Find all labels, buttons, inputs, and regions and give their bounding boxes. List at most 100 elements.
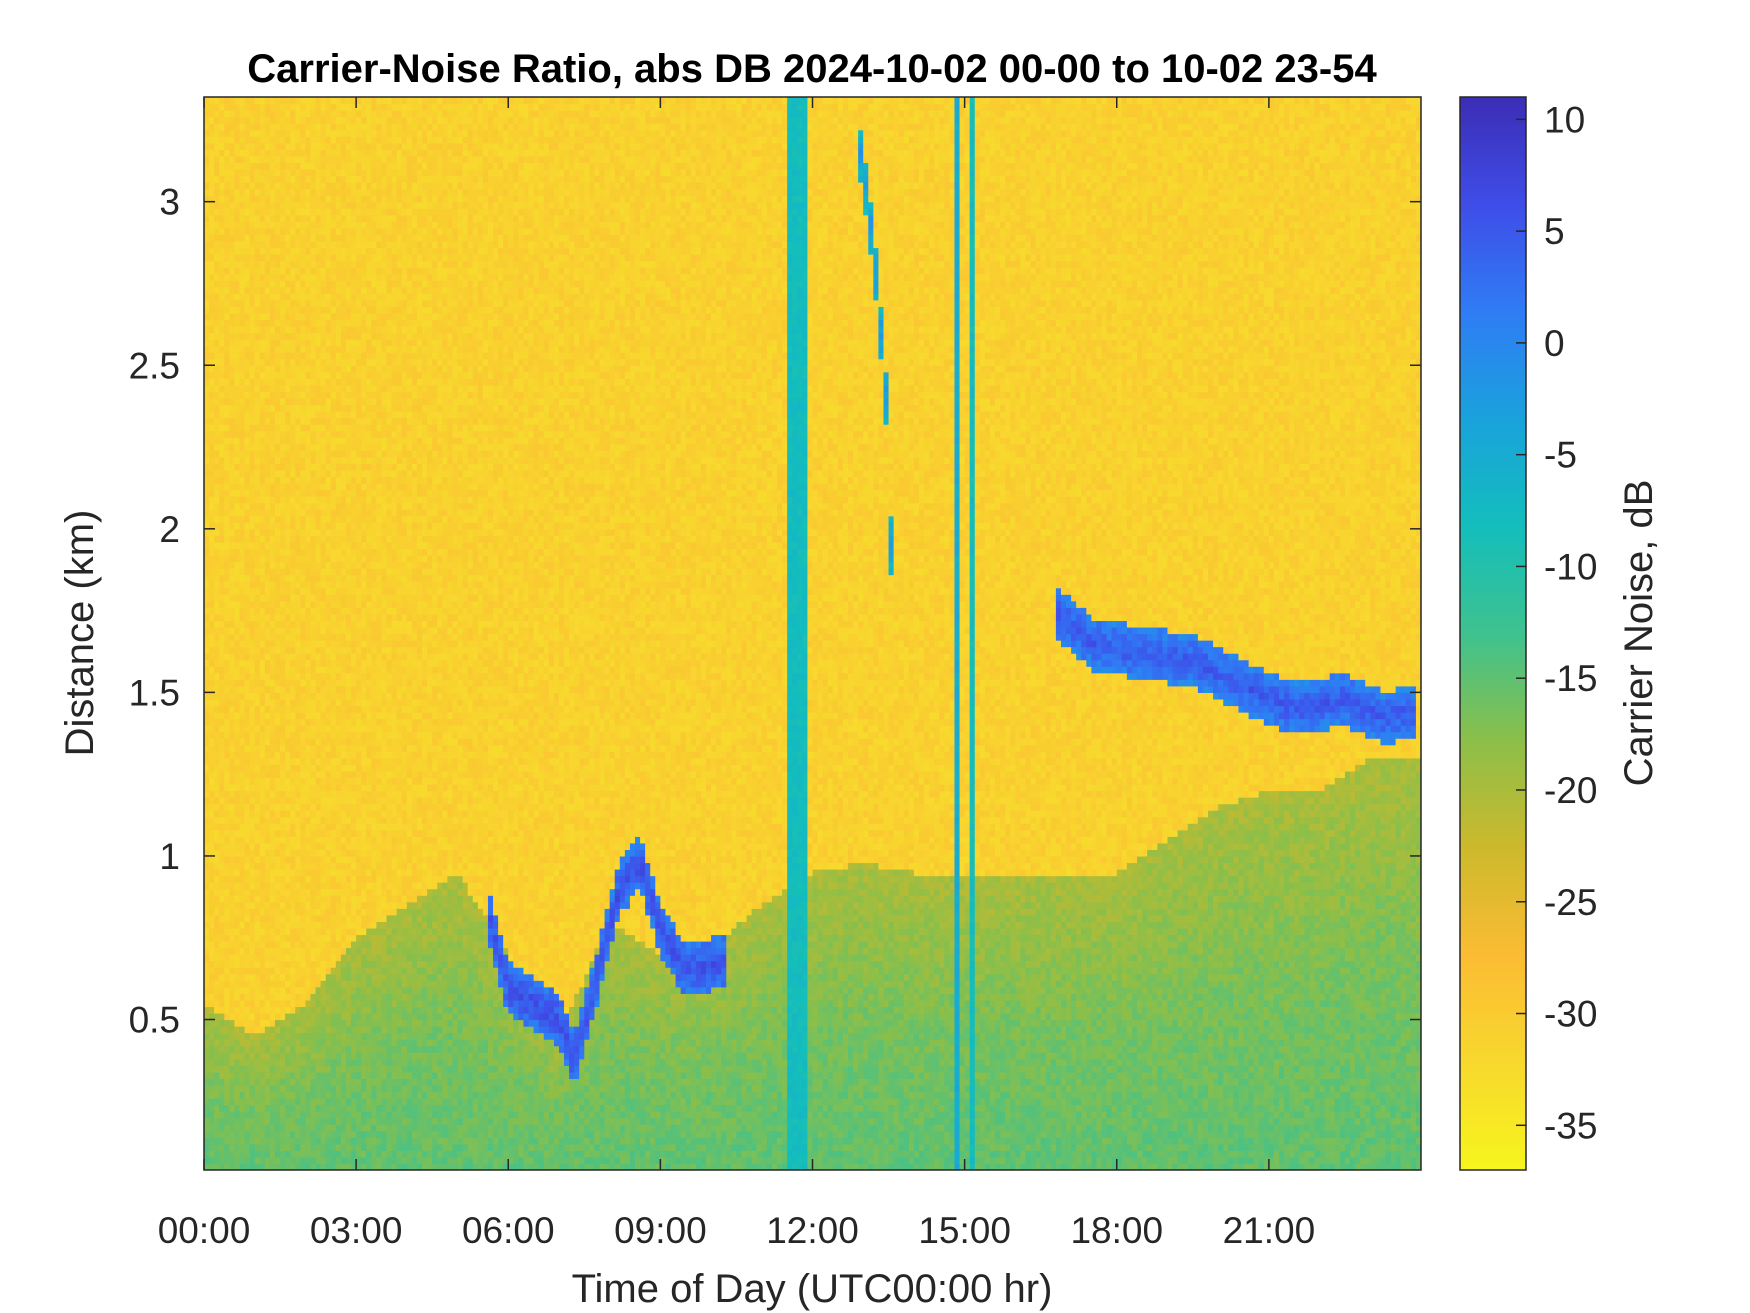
heatmap-cell [209,817,215,824]
heatmap-cell [336,1000,342,1007]
heatmap-cell [255,1013,261,1020]
heatmap-cell [224,280,230,287]
heatmap-cell [290,1078,296,1085]
heatmap-cell [224,136,230,143]
heatmap-cell [280,215,286,222]
heatmap-cell [316,967,322,974]
heatmap-cell [219,660,225,667]
heatmap-cell [300,954,306,961]
heatmap-cell [260,758,266,765]
heatmap-cell [224,254,230,261]
heatmap-cell [204,149,210,156]
heatmap-cell [321,418,327,425]
heatmap-cell [310,405,316,412]
heatmap-cell [331,247,337,254]
heatmap-cell [321,1039,327,1046]
heatmap-cell [326,581,332,588]
heatmap-cell [305,934,311,941]
heatmap-cell [290,751,296,758]
heatmap-cell [270,1118,276,1125]
heatmap-cell [224,418,230,425]
heatmap-cell [240,686,246,693]
heatmap-cell [250,640,256,647]
heatmap-cell [285,110,291,117]
heatmap-cell [275,1046,281,1053]
heatmap-cell [204,791,210,798]
heatmap-cell [341,640,347,647]
heatmap-cell [260,189,266,196]
heatmap-cell [250,862,256,869]
heatmap-cell [295,470,301,477]
heatmap-cell [310,215,316,222]
heatmap-cell [255,189,261,196]
heatmap-cell [321,300,327,307]
heatmap-cell [255,810,261,817]
heatmap-cell [295,483,301,490]
heatmap-cell [224,967,230,974]
heatmap-cell [346,476,352,483]
heatmap-cell [310,1020,316,1027]
heatmap-cell [245,771,251,778]
heatmap-cell [270,869,276,876]
heatmap-cell [204,1039,210,1046]
heatmap-cell [204,948,210,955]
heatmap-cell [300,640,306,647]
heatmap-cell [265,817,271,824]
heatmap-cell [214,405,220,412]
heatmap-cell [219,980,225,987]
heatmap-cell [209,777,215,784]
heatmap-cell [270,274,276,281]
heatmap-cell [260,143,266,150]
heatmap-cell [321,849,327,856]
heatmap-cell [336,241,342,248]
heatmap-cell [240,830,246,837]
heatmap-cell [224,391,230,398]
heatmap-cell [331,993,337,1000]
heatmap-cell [250,1118,256,1125]
heatmap-cell [285,967,291,974]
heatmap-cell [255,889,261,896]
heatmap-cell [326,1144,332,1151]
heatmap-cell [341,110,347,117]
heatmap-cell [290,673,296,680]
heatmap-cell [240,476,246,483]
heatmap-cell [219,457,225,464]
heatmap-cell [316,1111,322,1118]
heatmap-cell [336,843,342,850]
heatmap-cell [265,692,271,699]
heatmap-cell [260,817,266,824]
heatmap-cell [219,542,225,549]
heatmap-cell [336,849,342,856]
heatmap-cell [290,614,296,621]
heatmap-cell [250,889,256,896]
heatmap-cell [346,1124,352,1131]
heatmap-cell [321,686,327,693]
heatmap-cell [280,699,286,706]
heatmap-cell [270,215,276,222]
heatmap-cell [300,130,306,137]
heatmap-cell [209,136,215,143]
heatmap-cell [331,555,337,562]
heatmap-cell [346,771,352,778]
heatmap-cell [240,882,246,889]
heatmap-cell [265,221,271,228]
heatmap-cell [255,1026,261,1033]
heatmap-cell [229,751,235,758]
heatmap-cell [234,418,240,425]
heatmap-cell [219,869,225,876]
heatmap-cell [326,241,332,248]
heatmap-cell [341,1111,347,1118]
heatmap-cell [321,352,327,359]
heatmap-cell [326,424,332,431]
heatmap-cell [245,967,251,974]
heatmap-cell [229,1111,235,1118]
heatmap-cell [214,640,220,647]
heatmap-cell [300,476,306,483]
heatmap-cell [310,1033,316,1040]
heatmap-cell [275,195,281,202]
heatmap-cell [265,234,271,241]
heatmap-cell [234,516,240,523]
heatmap-cell [224,601,230,608]
heatmap-cell [260,980,266,987]
heatmap-cell [275,228,281,235]
